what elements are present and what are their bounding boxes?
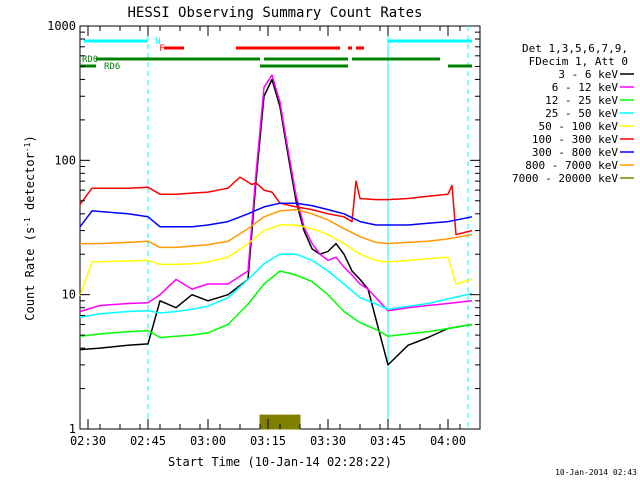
- series-line-3: [79, 253, 473, 318]
- y-tick-label: 1000: [47, 19, 76, 33]
- legend-entry: 50 - 100 keV: [539, 120, 619, 133]
- x-tick-label: 03:45: [370, 434, 406, 448]
- legend-entry: 7000 - 20000 keV: [512, 172, 618, 185]
- timestamp: 10-Jan-2014 02:43: [555, 468, 637, 477]
- x-tick-label: 02:45: [130, 434, 166, 448]
- legend: Det 1,3,5,6,7,9, FDecim 1, Att 0 3 - 6 k…: [512, 42, 634, 185]
- series-line-2: [79, 270, 473, 339]
- series-7000-20000kev-bars: [259, 414, 301, 430]
- x-axis: 02:30 02:45 03:00 03:15 03:30 03:45 04:00: [70, 26, 481, 448]
- series-line-4: [79, 224, 473, 297]
- y-tick-label: 100: [54, 153, 76, 167]
- legend-entry: 800 - 7000 keV: [525, 159, 618, 172]
- flag-label-rd0: RD0: [82, 55, 98, 65]
- y-axis-label: Count Rate (s-1 detector-1): [23, 135, 38, 320]
- legend-entry: 100 - 300 keV: [532, 133, 618, 146]
- series-line-1: [79, 74, 473, 313]
- series-line-0: [79, 78, 473, 366]
- y-tick-label: 10: [62, 288, 76, 302]
- x-tick-label: 02:30: [70, 434, 106, 448]
- flag-label-n: N: [155, 37, 160, 47]
- series-line-7: [80, 208, 473, 249]
- legend-entry: 6 - 12 keV: [552, 81, 619, 94]
- x-tick-label: 03:15: [250, 434, 286, 448]
- series-line-5: [79, 176, 473, 236]
- flag-label-rd6: RD6: [104, 62, 120, 72]
- y-axis-label-sup1: -1: [23, 217, 32, 227]
- legend-header-1: Det 1,3,5,6,7,9,: [522, 42, 628, 55]
- x-axis-label: Start Time (10-Jan-14 02:28:22): [168, 455, 392, 469]
- series-line-6: [79, 202, 473, 228]
- y-axis-label-main: Count Rate (s: [23, 227, 37, 321]
- legend-entry: 12 - 25 keV: [545, 94, 618, 107]
- x-tick-label: 03:00: [190, 434, 226, 448]
- y-axis-label-mid: detector: [23, 152, 37, 217]
- chart-title: HESSI Observing Summary Count Rates: [127, 5, 422, 21]
- flag-label-f: F: [159, 44, 164, 54]
- x-tick-label: 04:00: [430, 434, 466, 448]
- y-axis-label-sup2: -1: [23, 142, 32, 152]
- plot-area: NF RD0 RD6: [79, 26, 473, 430]
- legend-entry: 25 - 50 keV: [545, 107, 618, 120]
- y-axis: 1 10 100 1000: [47, 19, 480, 436]
- y-axis-label-end: ): [23, 135, 37, 142]
- legend-entry: 3 - 6 keV: [558, 68, 618, 81]
- legend-header-2: FDecim 1, Att 0: [529, 55, 628, 68]
- x-tick-label: 03:30: [310, 434, 346, 448]
- legend-entry: 300 - 800 keV: [532, 146, 618, 159]
- plot-frame: [79, 25, 481, 430]
- y-tick-label: 1: [69, 422, 76, 436]
